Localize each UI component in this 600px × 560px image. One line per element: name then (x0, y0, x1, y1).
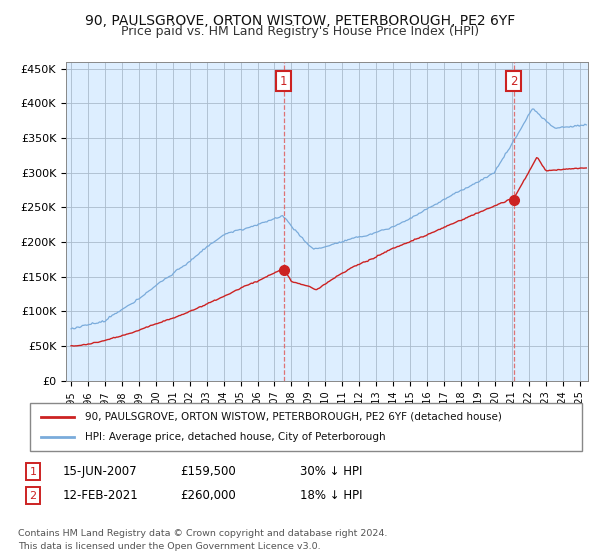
FancyBboxPatch shape (30, 403, 582, 451)
Text: £159,500: £159,500 (180, 465, 236, 478)
Text: 15-JUN-2007: 15-JUN-2007 (63, 465, 137, 478)
Text: 30% ↓ HPI: 30% ↓ HPI (300, 465, 362, 478)
Text: 1: 1 (29, 466, 37, 477)
Text: 2: 2 (29, 491, 37, 501)
Text: 2: 2 (510, 74, 518, 87)
Text: Price paid vs. HM Land Registry's House Price Index (HPI): Price paid vs. HM Land Registry's House … (121, 25, 479, 38)
Text: Contains HM Land Registry data © Crown copyright and database right 2024.
This d: Contains HM Land Registry data © Crown c… (18, 529, 388, 550)
Text: 12-FEB-2021: 12-FEB-2021 (63, 489, 139, 502)
Text: 90, PAULSGROVE, ORTON WISTOW, PETERBOROUGH, PE2 6YF: 90, PAULSGROVE, ORTON WISTOW, PETERBOROU… (85, 14, 515, 28)
Text: 1: 1 (280, 74, 287, 87)
Text: 90, PAULSGROVE, ORTON WISTOW, PETERBOROUGH, PE2 6YF (detached house): 90, PAULSGROVE, ORTON WISTOW, PETERBOROU… (85, 412, 502, 422)
Text: 18% ↓ HPI: 18% ↓ HPI (300, 489, 362, 502)
Text: HPI: Average price, detached house, City of Peterborough: HPI: Average price, detached house, City… (85, 432, 386, 442)
Text: £260,000: £260,000 (180, 489, 236, 502)
